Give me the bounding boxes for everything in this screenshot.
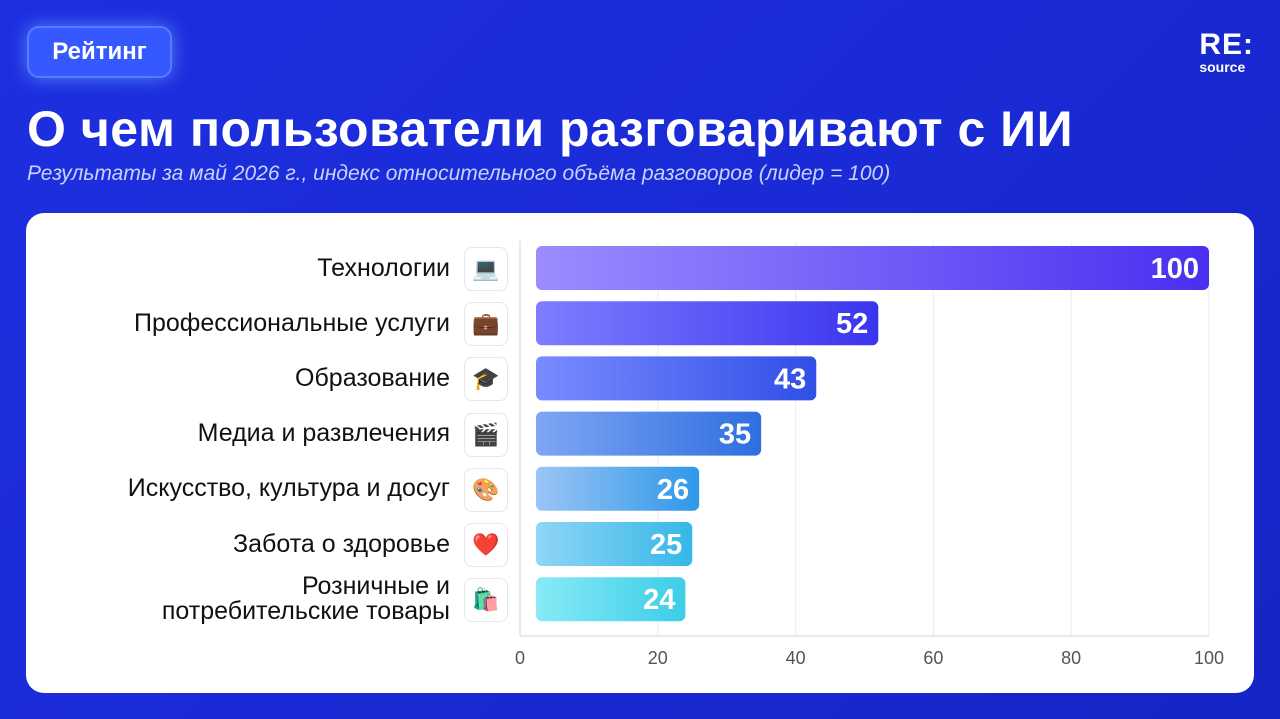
bar-chart: 0 20 40 60 80 100 100 52 43 35 26 25 24 [515,241,1224,668]
category-label: Забота о здоровье [233,529,450,558]
bar [536,577,686,622]
shopping-bags-icon: 🛍️ [464,578,508,623]
chart-card: 💻 Технологии 💼 Профессиональные услуги 🎓 Обра… [26,213,1254,693]
bar-value-label: 52 [836,308,868,340]
brand-logo: RE: source [1199,28,1254,75]
x-tick-label: 80 [1061,648,1081,668]
category-label: Образование [295,363,450,392]
category-label: Технологии [317,253,450,282]
bar [536,411,762,456]
briefcase-icon: 💼 [464,302,508,347]
category-label: Медиа и развлечения [197,419,450,448]
x-tick-label: 100 [1194,648,1224,668]
bar [536,466,700,511]
clapperboard-icon: 🎬 [464,412,508,457]
palette-icon: 🎨 [464,467,508,512]
bar-value-label: 26 [657,474,689,506]
bar-value-label: 100 [1151,253,1199,285]
category-label: Розничные и потребительские товары [161,572,450,626]
laptop-icon: 💻 [464,247,508,291]
bar [536,301,879,346]
graduation-cap-icon: 🎓 [464,357,508,402]
logo-main-text: RE: [1199,28,1254,61]
category-label: Искусство, культура и досуг [127,474,450,503]
x-tick-label: 20 [648,648,668,668]
x-tick-label: 0 [515,648,525,668]
rating-badge: Рейтинг [27,26,172,78]
bar-value-label: 43 [774,363,806,395]
heart-icon: ❤️ [464,523,508,567]
logo-sub-text: source [1199,59,1246,75]
bar [536,356,817,401]
x-tick-label: 40 [786,648,806,668]
bar [536,522,693,566]
bar [536,246,1209,290]
page-title: О чем пользователи разговаривают с ИИ [27,101,1074,157]
bar-value-label: 24 [643,584,675,616]
category-label: Профессиональные услуги [134,308,450,337]
page-subtitle: Результаты за май 2026 г., индекс относи… [27,162,891,185]
bar-value-label: 35 [719,419,751,451]
x-tick-label: 60 [923,648,943,668]
bar-value-label: 25 [650,529,682,561]
